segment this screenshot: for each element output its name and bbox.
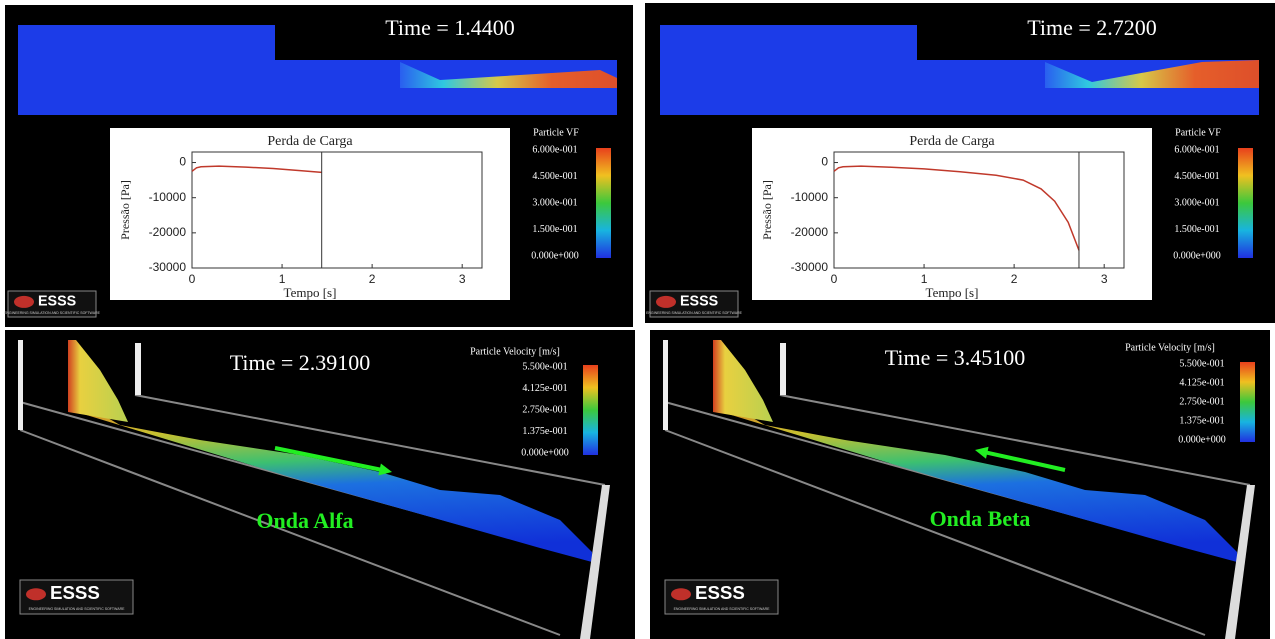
panel: Time = 1.4400 Perda de Carga Tempo [s] Pres… bbox=[4, 5, 633, 327]
colorbar-label: 1.375e-001 bbox=[522, 426, 567, 437]
post bbox=[18, 340, 23, 430]
y-tick-label: -30000 bbox=[791, 260, 829, 274]
y-tick-label: -10000 bbox=[149, 190, 187, 204]
colorbar-label: 5.500e-001 bbox=[522, 361, 567, 372]
time-label: Time = 1.4400 bbox=[385, 15, 515, 40]
page: {"panels": [ {"time_label": "Time = 1.44… bbox=[0, 0, 1275, 639]
colorbar-title: Particle Velocity [m/s] bbox=[1125, 342, 1215, 353]
plot-box bbox=[752, 128, 1152, 300]
colorbar-label: 4.125e-001 bbox=[1179, 377, 1224, 388]
colorbar bbox=[583, 365, 598, 455]
logo-name: ESSS bbox=[38, 294, 76, 310]
panel: ESSS ENGINEERING SIMULATION AND SCIENTIFI… bbox=[650, 330, 1270, 639]
colorbar-label: 6.000e-001 bbox=[1174, 144, 1219, 155]
colorbar-label: 1.500e-001 bbox=[532, 224, 577, 235]
logo-name: ESSS bbox=[680, 294, 718, 310]
colorbar-label: 3.000e-001 bbox=[532, 197, 577, 208]
colorbar bbox=[1240, 362, 1255, 442]
y-axis-label: Pressão [Pa] bbox=[760, 180, 774, 240]
logo-tagline: ENGINEERING SIMULATION AND SCIENTIFIC SO… bbox=[674, 607, 771, 611]
colorbar-title: Particle VF bbox=[533, 127, 579, 138]
logo-icon bbox=[671, 588, 691, 600]
colorbar-label: 2.750e-001 bbox=[522, 404, 567, 415]
x-tick-label: 2 bbox=[369, 272, 376, 286]
x-tick-label: 0 bbox=[831, 272, 838, 286]
colorbar-label: 5.500e-001 bbox=[1179, 358, 1224, 369]
logo-tagline: ENGINEERING SIMULATION AND SCIENTIFIC SO… bbox=[29, 607, 126, 611]
y-tick-label: -10000 bbox=[791, 190, 829, 204]
x-tick-label: 3 bbox=[1101, 272, 1108, 286]
wave-annotation: Onda Beta bbox=[930, 506, 1031, 531]
logo-name: ESSS bbox=[695, 582, 745, 603]
y-tick-label: -20000 bbox=[149, 225, 187, 239]
time-label: Time = 2.7200 bbox=[1027, 15, 1157, 40]
logo-icon bbox=[656, 296, 676, 308]
panel: ESSS ENGINEERING SIMULATION AND SCIENTIFI… bbox=[5, 330, 635, 639]
y-axis-label: Pressão [Pa] bbox=[118, 180, 132, 240]
colorbar-label: 0.000e+000 bbox=[1173, 250, 1221, 261]
x-tick-label: 1 bbox=[921, 272, 928, 286]
wave-annotation: Onda Alfa bbox=[256, 508, 353, 533]
colorbar-label: 4.125e-001 bbox=[522, 383, 567, 394]
x-tick-label: 1 bbox=[279, 272, 286, 286]
post bbox=[780, 343, 786, 395]
figure: Time = 1.4400 Perda de Carga Tempo [s] Pres… bbox=[0, 0, 1275, 639]
time-label: Time = 2.39100 bbox=[230, 350, 371, 375]
x-tick-label: 0 bbox=[189, 272, 196, 286]
colorbar-label: 4.500e-001 bbox=[532, 171, 577, 182]
logo-name: ESSS bbox=[50, 582, 100, 603]
colorbar-title: Particle Velocity [m/s] bbox=[470, 346, 560, 357]
plot-box bbox=[110, 128, 510, 300]
logo-icon bbox=[26, 588, 46, 600]
time-label: Time = 3.45100 bbox=[885, 345, 1026, 370]
colorbar-title: Particle VF bbox=[1175, 127, 1221, 138]
plot-title: Perda de Carga bbox=[909, 134, 995, 149]
logo-tagline: ENGINEERING SIMULATION AND SCIENTIFIC SO… bbox=[4, 311, 101, 315]
logo-icon bbox=[14, 296, 34, 308]
colorbar-label: 2.750e-001 bbox=[1179, 396, 1224, 407]
colorbar-label: 0.000e+000 bbox=[1178, 434, 1226, 445]
post bbox=[663, 340, 668, 430]
x-tick-label: 3 bbox=[459, 272, 466, 286]
colorbar-label: 3.000e-001 bbox=[1174, 197, 1219, 208]
plot-title: Perda de Carga bbox=[267, 134, 353, 149]
colorbar bbox=[596, 148, 611, 258]
y-tick-label: -20000 bbox=[791, 225, 829, 239]
post bbox=[135, 343, 141, 395]
y-tick-label: 0 bbox=[821, 155, 828, 169]
x-tick-label: 2 bbox=[1011, 272, 1018, 286]
logo-tagline: ENGINEERING SIMULATION AND SCIENTIFIC SO… bbox=[646, 311, 743, 315]
colorbar-label: 4.500e-001 bbox=[1174, 171, 1219, 182]
panel: Time = 2.7200 Perda de Carga Tempo [s] Pres… bbox=[645, 3, 1275, 323]
colorbar-label: 0.000e+000 bbox=[521, 447, 569, 458]
x-axis-label: Tempo [s] bbox=[284, 285, 337, 300]
colorbar bbox=[1238, 148, 1253, 258]
y-tick-label: 0 bbox=[179, 155, 186, 169]
colorbar-label: 1.375e-001 bbox=[1179, 415, 1224, 426]
colorbar-label: 1.500e-001 bbox=[1174, 224, 1219, 235]
colorbar-label: 6.000e-001 bbox=[532, 144, 577, 155]
colorbar-label: 0.000e+000 bbox=[531, 250, 579, 261]
y-tick-label: -30000 bbox=[149, 260, 187, 274]
x-axis-label: Tempo [s] bbox=[926, 285, 979, 300]
